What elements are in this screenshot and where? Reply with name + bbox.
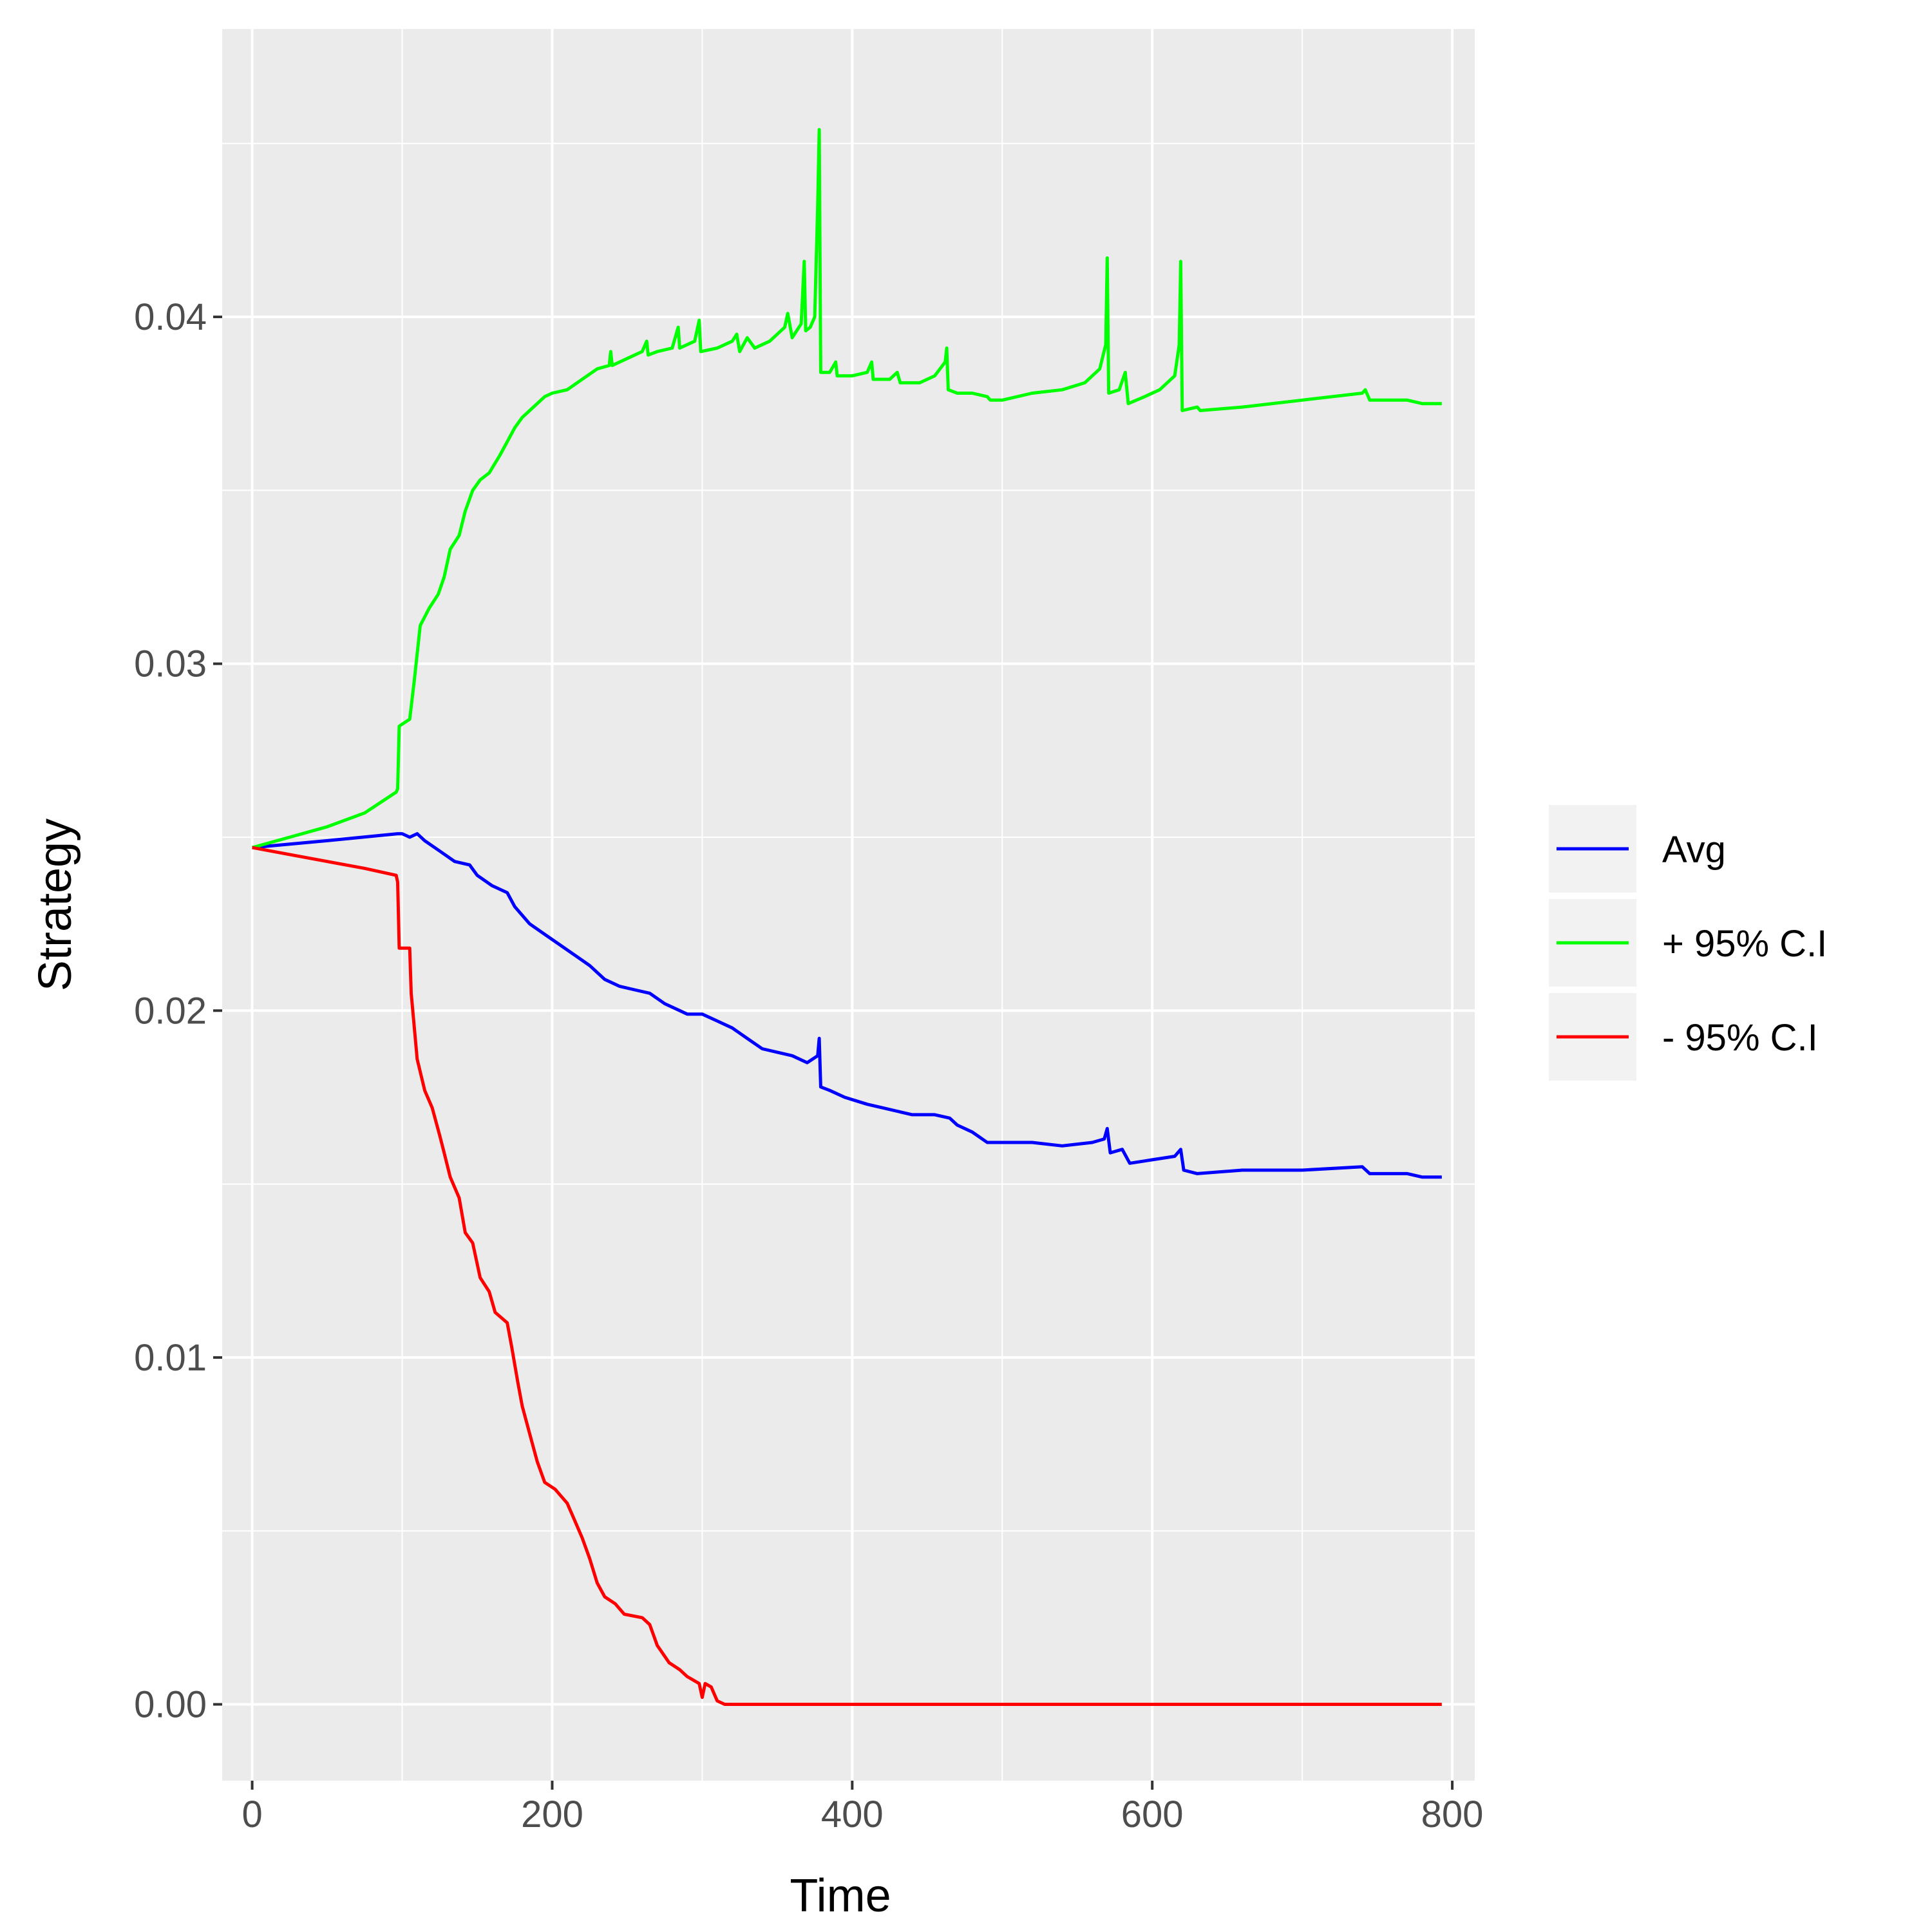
y-axis-title: Strategy	[30, 819, 81, 991]
y-tick-label: 0.01	[134, 1337, 207, 1379]
x-tick-label: 400	[821, 1794, 884, 1835]
x-tick-label: 0	[242, 1794, 262, 1835]
legend-label: + 95% C.I	[1662, 923, 1827, 965]
legend-label: - 95% C.I	[1662, 1017, 1818, 1059]
major-grid	[222, 29, 1475, 1781]
x-tick-label: 200	[521, 1794, 583, 1835]
y-tick-label: 0.02	[134, 990, 207, 1032]
x-tick-label: 600	[1121, 1794, 1184, 1835]
y-tick-label: 0.00	[134, 1684, 207, 1726]
y-axis: 0.00 0.01 0.02 0.03 0.04	[134, 296, 222, 1726]
plot-panel	[222, 29, 1475, 1781]
minor-grid	[222, 29, 1475, 1781]
x-axis: 0 200 400 600 800	[242, 1781, 1483, 1835]
y-tick-label: 0.04	[134, 296, 207, 338]
legend-label: Avg	[1662, 829, 1726, 871]
series-line-1	[252, 832, 1442, 1179]
y-tick-label: 0.03	[134, 643, 207, 685]
x-tick-label: 800	[1421, 1794, 1484, 1835]
legend: Avg + 95% C.I - 95% C.I	[1549, 805, 1827, 1081]
series-line-2	[251, 128, 1442, 849]
x-axis-title: Time	[790, 1870, 891, 1922]
series-layer	[251, 128, 1442, 1706]
series-line-3	[252, 846, 1442, 1706]
